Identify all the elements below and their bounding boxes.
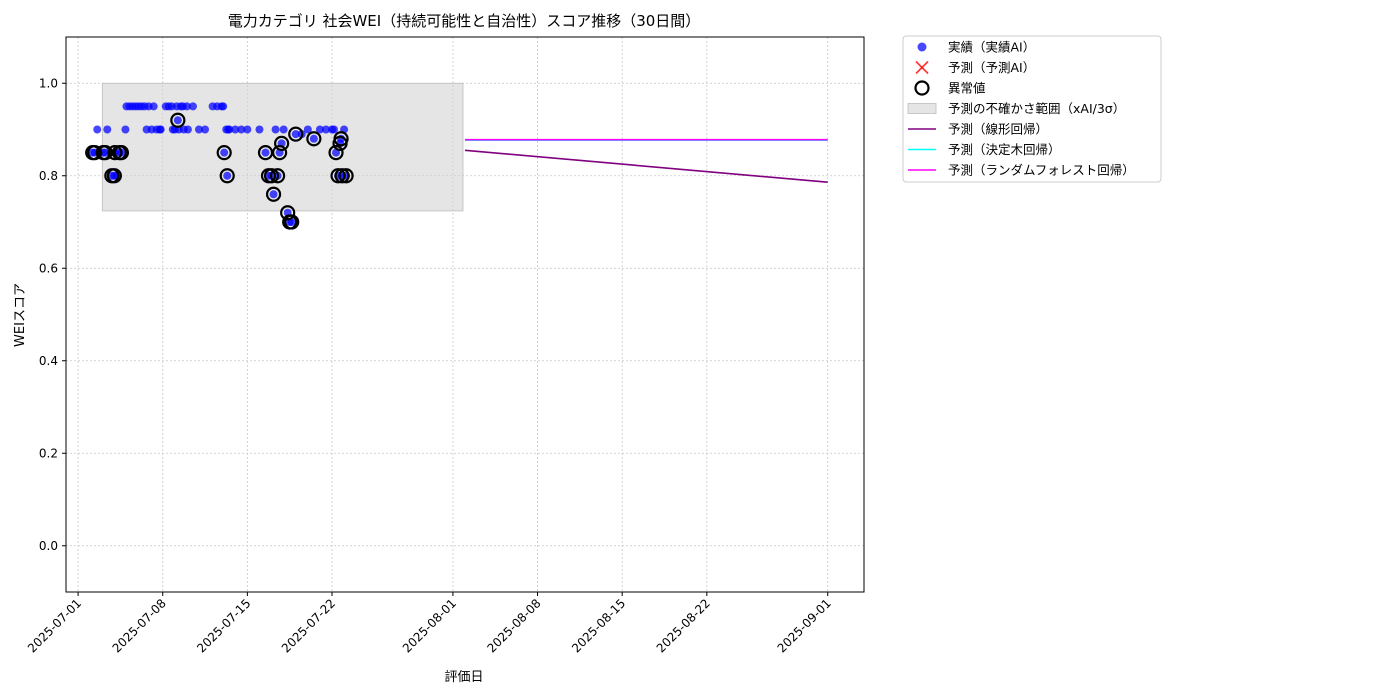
anomaly-marker	[280, 205, 296, 221]
data-point	[279, 125, 288, 134]
anomaly-marker	[106, 168, 122, 184]
x-tick-label: 2025-07-08	[110, 596, 169, 655]
data-point	[219, 102, 228, 111]
anomaly-marker	[306, 131, 322, 147]
y-tick-label: 0.8	[39, 169, 58, 183]
legend-item-tree: 予測（決定木回帰）	[908, 142, 1061, 157]
anomaly-marker	[219, 168, 235, 184]
data-point	[269, 190, 278, 199]
y-tick-label: 0.6	[39, 261, 58, 275]
anomaly-marker	[288, 126, 304, 142]
data-point	[225, 125, 234, 134]
data-point	[93, 125, 102, 134]
legend-label: 予測（線形回帰）	[948, 122, 1048, 137]
legend-swatch-dot	[917, 42, 927, 52]
data-point	[173, 116, 182, 125]
data-point	[330, 125, 339, 134]
legend-label: 予測（決定木回帰）	[948, 142, 1061, 157]
data-point	[223, 171, 232, 180]
anomaly-marker	[334, 168, 350, 184]
legend-label: 異常値	[948, 81, 986, 96]
anomaly-marker	[113, 145, 130, 161]
data-point	[201, 125, 210, 134]
anomaly-marker	[333, 131, 349, 147]
data-point	[103, 125, 112, 134]
x-tick-label: 2025-08-01	[400, 596, 459, 655]
data-point	[315, 125, 324, 134]
forecast-line-linear	[464, 149, 828, 184]
data-point	[321, 125, 330, 134]
data-point	[101, 148, 110, 157]
data-point	[237, 125, 246, 134]
data-point	[231, 125, 240, 134]
legend-frame	[902, 35, 1162, 183]
legend-label: 予測（ランダムフォレスト回帰）	[948, 163, 1135, 178]
data-point	[183, 125, 192, 134]
data-point	[291, 130, 300, 139]
anomaly-marker	[269, 168, 286, 184]
plot-frame	[65, 36, 865, 593]
x-tick-label: 2025-09-01	[775, 596, 834, 655]
legend-swatch-box	[907, 103, 937, 114]
legend-label: 予測の不確かさ範囲（xAI/3σ）	[948, 101, 1125, 116]
x-tick-label: 2025-08-22	[654, 596, 713, 655]
anomaly-marker	[330, 168, 346, 184]
y-tick-label: 0.0	[39, 539, 58, 553]
y-axis-label: WEIスコア	[13, 283, 28, 347]
anomaly-marker	[87, 145, 103, 161]
anomaly-marker	[170, 112, 186, 128]
y-tick-label: 0.2	[39, 446, 58, 460]
anomaly-marker	[107, 145, 123, 161]
x-tick-label: 2025-07-01	[25, 596, 84, 655]
legend-item-linear: 予測（線形回帰）	[908, 122, 1048, 137]
legend-label: 予測（予測AI）	[948, 60, 1035, 75]
data-point	[149, 102, 158, 111]
data-point	[261, 148, 270, 157]
data-point	[156, 125, 165, 134]
anomaly-marker	[328, 145, 344, 161]
data-point	[303, 125, 312, 134]
data-point	[243, 125, 252, 134]
forecast-lines	[464, 138, 828, 184]
anomaly-marker	[257, 145, 274, 161]
data-point	[271, 125, 280, 134]
x-tick-label: 2025-07-15	[194, 596, 253, 655]
legend-item-uncertainty: 予測の不確かさ範囲（xAI/3σ）	[907, 101, 1125, 116]
data-point	[220, 148, 229, 157]
legend-swatch-ring	[914, 80, 930, 96]
anomaly-marker	[263, 168, 280, 184]
anomaly-marker	[216, 145, 232, 161]
data-point	[309, 134, 318, 143]
legend-item-forest: 予測（ランダムフォレスト回帰）	[908, 163, 1135, 178]
data-point	[182, 102, 191, 111]
legend-item-actual: 実績（実績AI）	[917, 40, 1035, 55]
data-point	[195, 125, 203, 134]
anomaly-marker	[284, 214, 300, 230]
x-axis-label: 評価日	[444, 670, 483, 685]
y-tick-label: 1.0	[39, 76, 58, 90]
x-tick-label: 2025-08-15	[569, 596, 628, 655]
legend-item-anomaly: 異常値	[914, 80, 986, 96]
y-axis: 0.0 0.2 0.4 0.6 0.8 1.0	[39, 76, 66, 553]
legend-item-predicted: 予測（予測AI）	[915, 60, 1035, 75]
data-point	[188, 102, 197, 111]
anomaly-marker	[265, 186, 282, 202]
y-tick-label: 0.4	[39, 354, 58, 368]
anomaly-marker	[338, 168, 354, 184]
data-point	[121, 125, 130, 134]
legend-label: 実績（実績AI）	[948, 40, 1035, 55]
x-tick-label: 2025-07-22	[279, 596, 338, 655]
x-tick-label: 2025-08-08	[484, 596, 543, 655]
chart-title: 電力カテゴリ 社会WEI（持続可能性と自治性）スコア推移（30日間）	[228, 12, 701, 30]
anomaly-markers	[85, 112, 354, 230]
x-axis: 2025-07-01 2025-07-08 2025-07-15 2025-07-22…	[25, 592, 834, 655]
legend-swatch-x	[915, 60, 929, 75]
anomaly-marker	[272, 145, 288, 161]
anomaly-marker	[97, 145, 113, 161]
anomaly-marker	[274, 135, 290, 151]
data-point	[255, 125, 264, 134]
